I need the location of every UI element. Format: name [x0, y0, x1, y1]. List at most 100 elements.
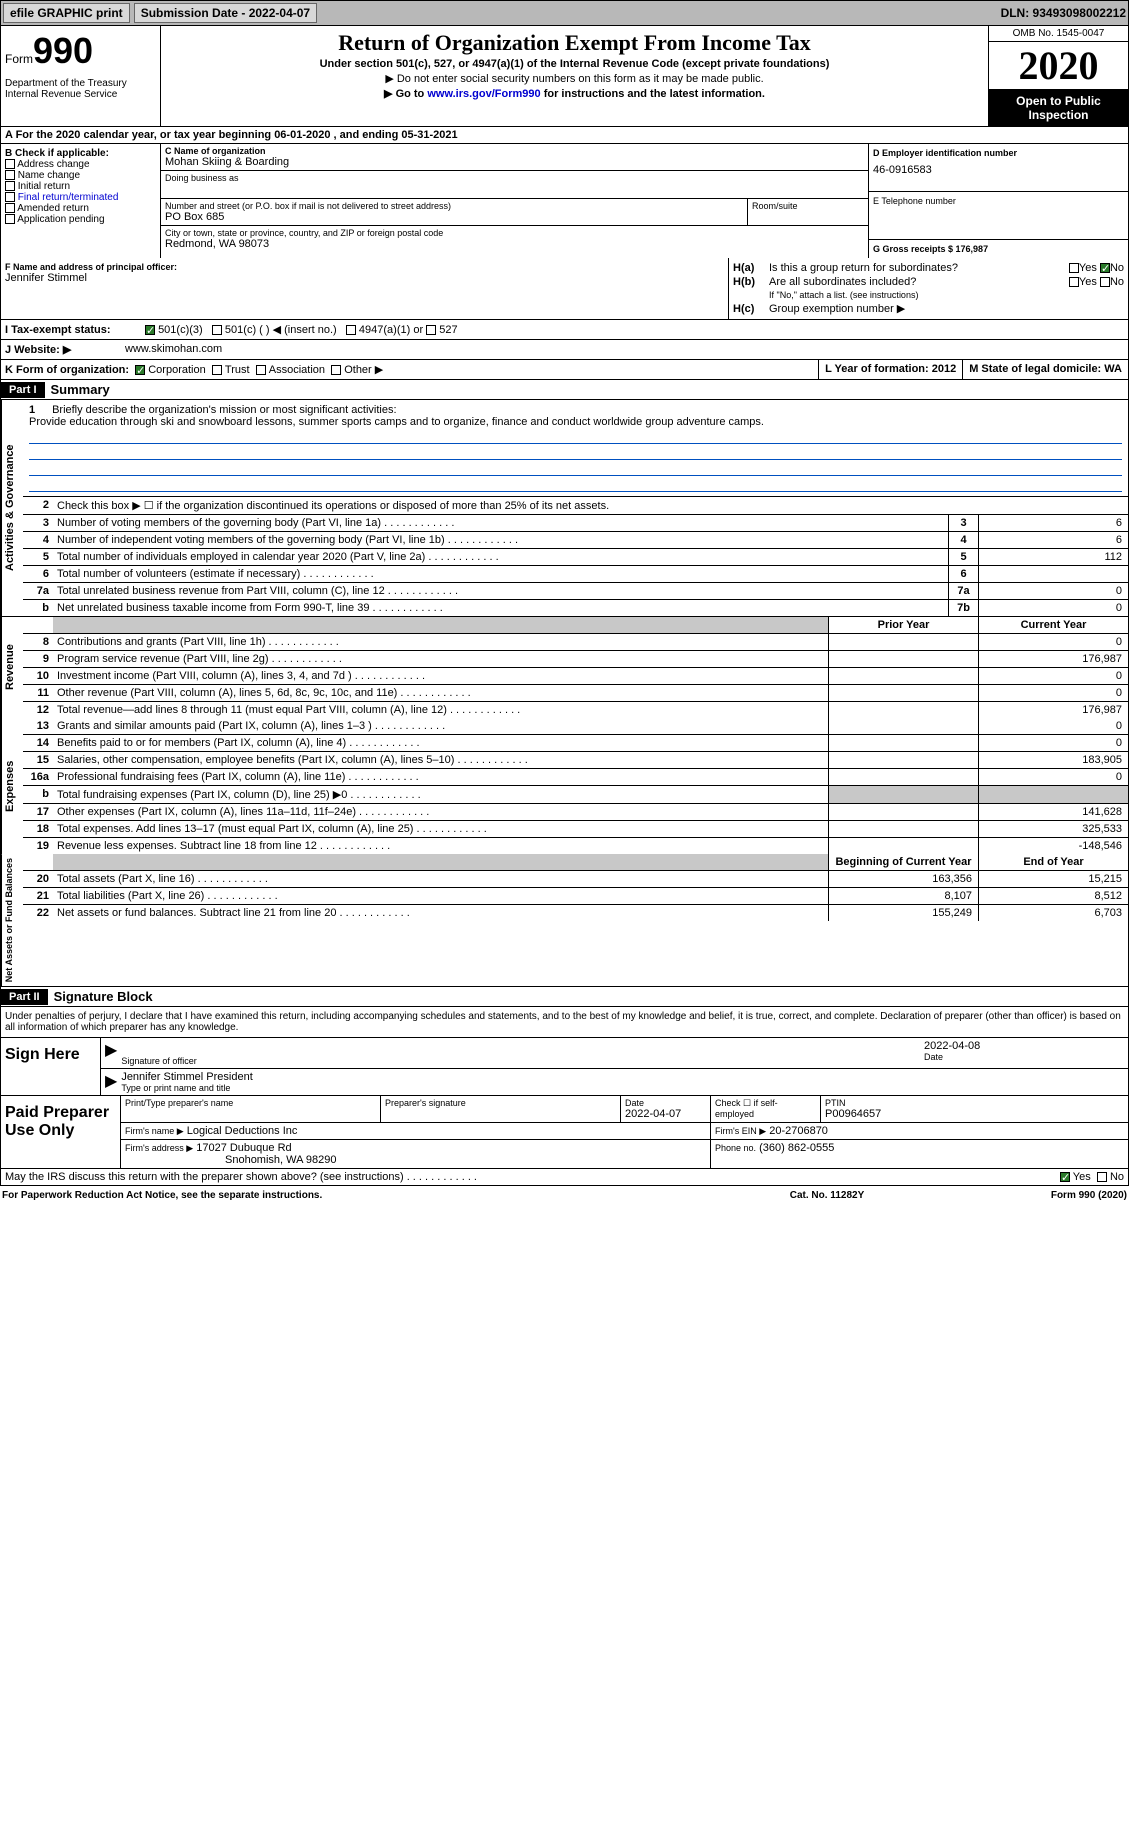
cb-other[interactable] — [331, 365, 341, 375]
hdr-bcy: Beginning of Current Year — [828, 854, 978, 870]
ha-text: Is this a group return for subordinates? — [769, 262, 1069, 274]
hc-label: H(c) — [733, 303, 769, 315]
footer-mid: Cat. No. 11282Y — [727, 1190, 927, 1201]
cb-corporation[interactable] — [135, 365, 145, 375]
sig-name: Jennifer Stimmel President — [121, 1071, 1124, 1083]
hb-text: Are all subordinates included? — [769, 276, 1069, 288]
sign-here-label: Sign Here — [1, 1038, 101, 1095]
footer-left: For Paperwork Reduction Act Notice, see … — [2, 1190, 727, 1201]
form-note2: ▶ Go to www.irs.gov/Form990 for instruct… — [165, 87, 984, 100]
topbar: efile GRAPHIC print Submission Date - 20… — [0, 0, 1129, 26]
e-label: E Telephone number — [873, 196, 1124, 206]
cb-initial-return[interactable] — [5, 181, 15, 191]
open-to-public: Open to Public Inspection — [989, 90, 1128, 126]
sign-here-block: Sign Here ▶ Signature of officer 2022-04… — [0, 1038, 1129, 1096]
side-expenses: Expenses — [1, 718, 23, 854]
l-year: L Year of formation: 2012 — [818, 360, 962, 379]
part1-header: Part I Summary — [0, 380, 1129, 400]
hdr-eoy: End of Year — [978, 854, 1128, 870]
cb-discuss-yes[interactable] — [1060, 1172, 1070, 1182]
section-fh: F Name and address of principal officer:… — [0, 258, 1129, 320]
mission-text: Provide education through ski and snowbo… — [29, 416, 764, 428]
tax-year: 2020 — [989, 42, 1128, 90]
mission-label: Briefly describe the organization's miss… — [52, 404, 396, 416]
cb-527[interactable] — [426, 325, 436, 335]
sig-date: 2022-04-08 — [924, 1040, 1124, 1052]
footer: For Paperwork Reduction Act Notice, see … — [0, 1186, 1129, 1205]
cb-501c[interactable] — [212, 325, 222, 335]
form-number: 990 — [33, 30, 93, 71]
cb-address-change[interactable] — [5, 159, 15, 169]
cb-trust[interactable] — [212, 365, 222, 375]
row-i: I Tax-exempt status: 501(c)(3) 501(c) ( … — [0, 320, 1129, 340]
sig-date-label: Date — [924, 1052, 1124, 1062]
ein-value: 46-0916583 — [873, 164, 1124, 176]
paid-preparer-label: Paid Preparer Use Only — [1, 1096, 121, 1168]
cb-final-return[interactable] — [5, 192, 15, 202]
city-value: Redmond, WA 98073 — [165, 238, 864, 250]
footer-right: Form 990 (2020) — [927, 1190, 1127, 1201]
dba-label: Doing business as — [165, 173, 864, 183]
m-state: M State of legal domicile: WA — [962, 360, 1128, 379]
hb-note: If "No," attach a list. (see instruction… — [769, 290, 1124, 300]
row-klm: K Form of organization: Corporation Trus… — [0, 360, 1129, 380]
hdr-current-year: Current Year — [978, 617, 1128, 633]
cb-amended[interactable] — [5, 203, 15, 213]
website-value: www.skimohan.com — [125, 343, 222, 356]
cb-ha-yes[interactable] — [1069, 263, 1079, 273]
form-word: Form — [5, 52, 33, 66]
signature-declaration: Under penalties of perjury, I declare th… — [0, 1007, 1129, 1038]
hb-label: H(b) — [733, 276, 769, 288]
section-expenses: Expenses 13 Grants and similar amounts p… — [0, 718, 1129, 854]
dln: DLN: 93493098002212 — [1001, 6, 1126, 20]
g-label: G Gross receipts $ 176,987 — [873, 244, 1124, 254]
f-name: Jennifer Stimmel — [5, 272, 724, 284]
irs-link[interactable]: www.irs.gov/Form990 — [427, 88, 540, 100]
dept-treasury: Department of the Treasury Internal Reve… — [5, 78, 156, 100]
line-a: A For the 2020 calendar year, or tax yea… — [0, 127, 1129, 144]
cb-ha-no[interactable] — [1100, 263, 1110, 273]
omb-number: OMB No. 1545-0047 — [989, 26, 1128, 42]
irs-discuss-text: May the IRS discuss this return with the… — [5, 1171, 1060, 1183]
f-label: F Name and address of principal officer: — [5, 262, 724, 272]
cb-name-change[interactable] — [5, 170, 15, 180]
form-note1: ▶ Do not enter social security numbers o… — [165, 72, 984, 85]
paid-preparer-block: Paid Preparer Use Only Print/Type prepar… — [0, 1096, 1129, 1169]
irs-discuss-row: May the IRS discuss this return with the… — [0, 1169, 1129, 1186]
section-revenue: Revenue Prior Year Current Year 8 Contri… — [0, 616, 1129, 718]
cb-501c3[interactable] — [145, 325, 155, 335]
cb-association[interactable] — [256, 365, 266, 375]
cb-hb-yes[interactable] — [1069, 277, 1079, 287]
part1-tag: Part I — [1, 382, 45, 398]
section-governance: Activities & Governance 1 Briefly descri… — [0, 400, 1129, 616]
side-netassets: Net Assets or Fund Balances — [1, 854, 23, 986]
c-label: C Name of organization — [165, 146, 864, 156]
form-subtitle: Under section 501(c), 527, or 4947(a)(1)… — [165, 58, 984, 70]
part1-title: Summary — [45, 380, 116, 399]
side-revenue: Revenue — [1, 617, 23, 718]
addr-value: PO Box 685 — [165, 211, 743, 223]
cb-4947[interactable] — [346, 325, 356, 335]
section-netassets: Net Assets or Fund Balances Beginning of… — [0, 854, 1129, 987]
efile-print-button[interactable]: efile GRAPHIC print — [3, 3, 130, 23]
i-label: I Tax-exempt status: — [5, 324, 145, 336]
d-label: D Employer identification number — [873, 148, 1124, 158]
sig-name-label: Type or print name and title — [121, 1083, 1124, 1093]
sig-officer-label: Signature of officer — [121, 1056, 924, 1066]
cb-hb-no[interactable] — [1100, 277, 1110, 287]
cb-discuss-no[interactable] — [1097, 1172, 1107, 1182]
section-bcd: B Check if applicable: Address change Na… — [0, 144, 1129, 258]
k-label: K Form of organization: — [5, 364, 129, 376]
cb-app-pending[interactable] — [5, 214, 15, 224]
room-label: Room/suite — [752, 201, 864, 211]
hdr-prior-year: Prior Year — [828, 617, 978, 633]
row-j: J Website: ▶ www.skimohan.com — [0, 340, 1129, 360]
part2-header: Part II Signature Block — [0, 987, 1129, 1007]
form-header: Form990 Department of the Treasury Inter… — [0, 26, 1129, 127]
submission-date: Submission Date - 2022-04-07 — [134, 3, 317, 23]
b-header: B Check if applicable: — [5, 148, 156, 159]
hc-text: Group exemption number ▶ — [769, 302, 1124, 315]
city-label: City or town, state or province, country… — [165, 228, 864, 238]
addr-label: Number and street (or P.O. box if mail i… — [165, 201, 743, 211]
org-name: Mohan Skiing & Boarding — [165, 156, 864, 168]
